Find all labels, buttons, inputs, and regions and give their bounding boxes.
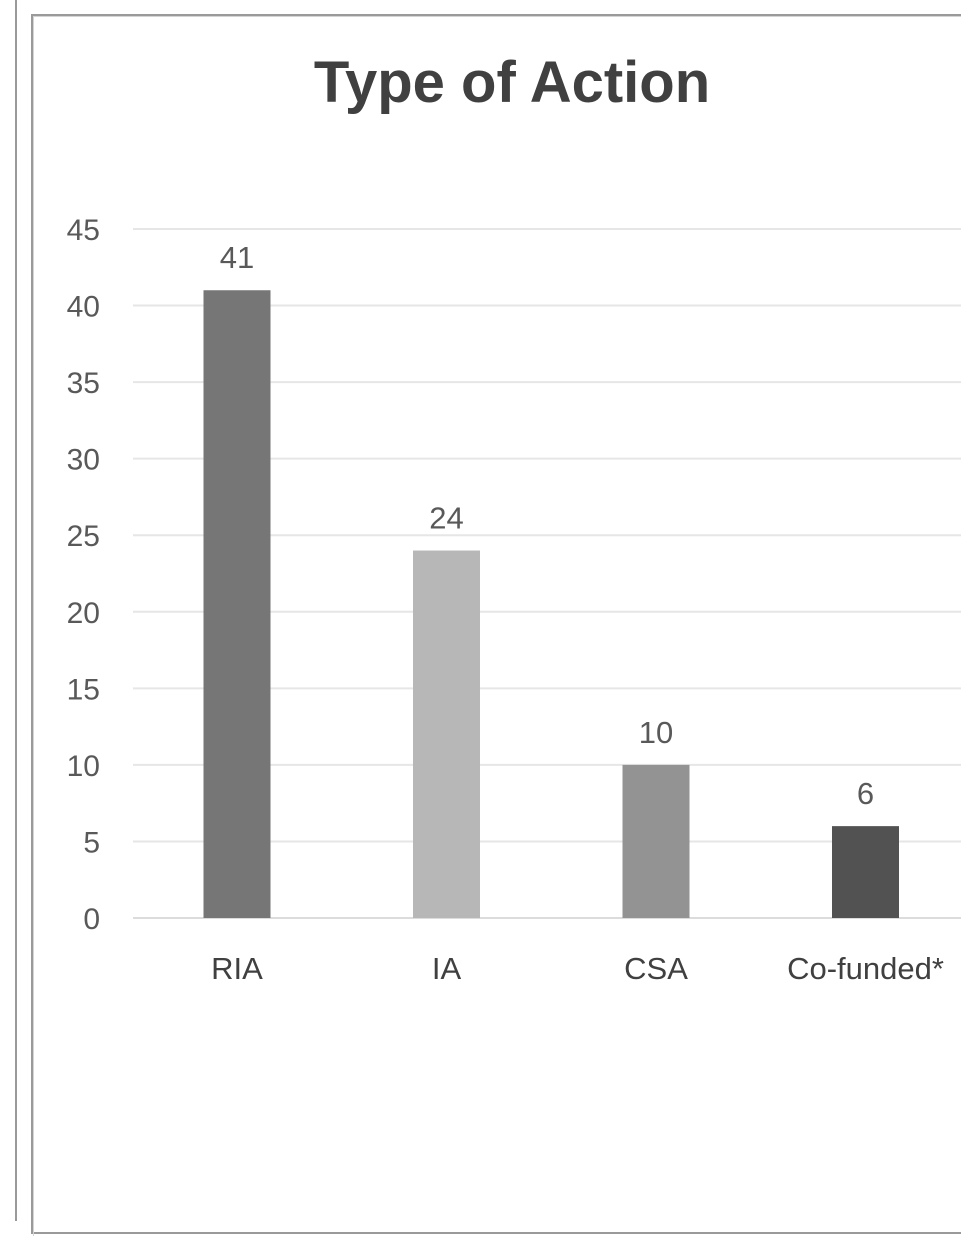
bar-data-label: 41 xyxy=(220,240,254,275)
y-tick-label: 5 xyxy=(83,826,100,859)
bar-data-label: 24 xyxy=(429,501,463,536)
y-tick-label: 30 xyxy=(67,444,100,477)
data-labels: 41 24 10 6 xyxy=(220,240,874,811)
y-tick-label: 45 xyxy=(67,214,100,247)
bar xyxy=(832,826,899,918)
x-category-label: RIA xyxy=(211,951,263,986)
bar-data-label: 10 xyxy=(639,715,673,750)
y-axis-tick-labels: 0 5 10 15 20 25 30 35 40 45 xyxy=(67,214,100,936)
bars xyxy=(203,290,899,918)
y-tick-label: 40 xyxy=(67,291,100,324)
y-tick-label: 15 xyxy=(67,673,100,706)
y-tick-label: 0 xyxy=(83,903,100,936)
bar xyxy=(413,550,480,918)
chart-frame-inner-border xyxy=(33,16,961,1236)
x-category-label: IA xyxy=(432,951,462,986)
bar xyxy=(622,764,690,918)
x-axis-category-labels: RIA IA CSA Co-funded* xyxy=(211,951,944,986)
x-category-label: Co-funded* xyxy=(787,951,944,986)
gridlines xyxy=(133,228,961,919)
adjacent-panel-edge xyxy=(0,0,17,1221)
bar xyxy=(203,290,271,918)
chart-title: Type of Action xyxy=(314,50,710,115)
chart-frame xyxy=(31,14,961,1234)
x-category-label: CSA xyxy=(624,951,688,986)
bar-data-label: 6 xyxy=(857,776,874,811)
y-tick-label: 35 xyxy=(67,367,100,400)
y-tick-label: 10 xyxy=(67,750,100,783)
y-tick-label: 25 xyxy=(67,520,100,553)
y-tick-label: 20 xyxy=(67,597,100,630)
